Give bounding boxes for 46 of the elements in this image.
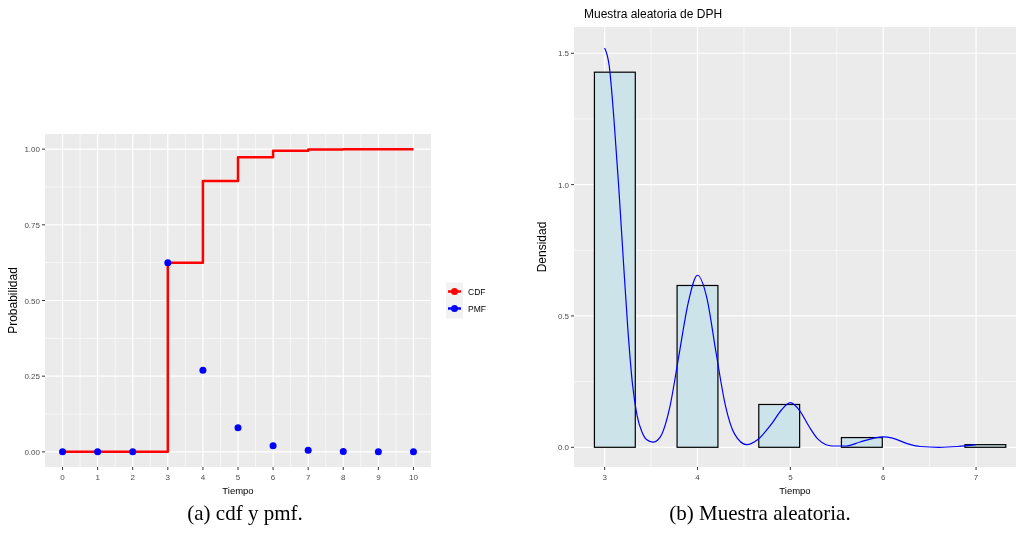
x-tick-label: 5 — [788, 473, 794, 482]
x-tick-label: 7 — [305, 473, 311, 482]
x-tick-label: 6 — [270, 473, 276, 482]
legend-label: PMF — [468, 303, 486, 314]
y-axis-title: Densidad — [535, 221, 549, 273]
x-tick-label: 6 — [880, 473, 886, 482]
x-tick-label: 3 — [165, 473, 171, 482]
y-tick-label: 0.25 — [24, 372, 41, 382]
x-tick-label: 9 — [376, 473, 382, 482]
y-tick-label: 1.5 — [557, 49, 570, 59]
point — [409, 448, 417, 456]
x-axis-title: Tiempo — [779, 485, 811, 496]
chart-title: Muestra aleatoria de DPH — [584, 7, 723, 21]
point — [374, 448, 382, 456]
text: (a) cdf y pmf. — [187, 501, 303, 525]
x-tick-label: 2 — [130, 473, 136, 482]
x-tick-label: 0 — [60, 473, 66, 482]
x-tick-label: 4 — [695, 473, 701, 482]
x-tick-label: 4 — [200, 473, 206, 482]
point — [269, 442, 277, 450]
point — [199, 366, 207, 374]
x-tick-label: 5 — [235, 473, 241, 482]
y-tick-label: 0.75 — [24, 220, 41, 230]
text: (b) Muestra aleatoria. — [669, 501, 851, 525]
point — [129, 448, 137, 456]
point — [234, 424, 242, 432]
y-tick-label: 0.5 — [557, 311, 570, 321]
legend-label: CDF — [468, 286, 486, 297]
x-tick-label: 10 — [409, 473, 419, 482]
y-axis-title: Probabilidad — [6, 267, 20, 334]
point — [304, 446, 312, 454]
y-tick-label: 0.0 — [557, 443, 570, 453]
point — [59, 448, 67, 456]
y-tick-label: 1.0 — [557, 180, 570, 190]
x-axis-title: Tiempo — [222, 485, 254, 496]
y-tick-label: 0.50 — [24, 296, 41, 306]
line-series — [604, 47, 977, 448]
x-tick-label: 3 — [602, 473, 608, 482]
point — [339, 448, 347, 456]
x-tick-label: 1 — [95, 473, 101, 482]
y-tick-label: 0.00 — [24, 447, 41, 457]
x-tick-label: 8 — [341, 473, 347, 482]
y-tick-label: 1.00 — [24, 145, 41, 155]
point — [164, 259, 172, 267]
point — [94, 448, 102, 456]
x-tick-label: 7 — [973, 473, 979, 482]
